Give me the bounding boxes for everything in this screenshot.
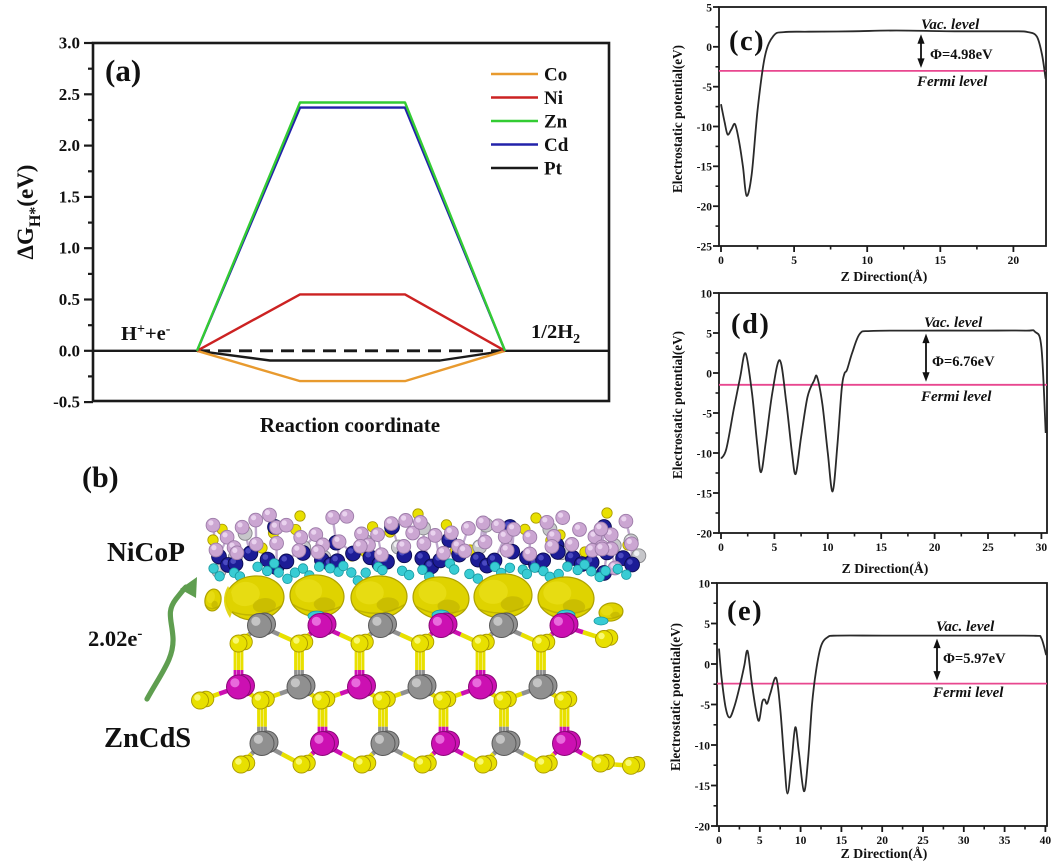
svg-text:NiCoP: NiCoP	[107, 536, 185, 567]
svg-text:20: 20	[1008, 255, 1020, 267]
svg-text:5: 5	[757, 835, 763, 847]
svg-text:Co: Co	[544, 65, 567, 86]
svg-text:40: 40	[1040, 835, 1052, 847]
svg-text:Z Direction(Å): Z Direction(Å)	[841, 269, 928, 285]
svg-text:-0.5: -0.5	[53, 393, 80, 412]
svg-text:Electrostatic potential(eV): Electrostatic potential(eV)	[670, 45, 685, 193]
svg-text:15: 15	[875, 542, 887, 554]
svg-text:-5: -5	[702, 82, 712, 94]
svg-text:Pt: Pt	[544, 159, 563, 180]
svg-text:30: 30	[1036, 542, 1048, 554]
svg-text:1.5: 1.5	[59, 187, 80, 206]
svg-text:0: 0	[706, 368, 712, 380]
svg-text:-15: -15	[697, 488, 713, 500]
svg-text:5: 5	[704, 619, 710, 631]
svg-text:25: 25	[982, 542, 994, 554]
svg-text:(c): (c)	[729, 26, 765, 57]
svg-text:Fermi level: Fermi level	[920, 389, 992, 405]
svg-text:5: 5	[772, 542, 778, 554]
svg-text:-15: -15	[697, 162, 713, 174]
svg-text:20: 20	[929, 542, 941, 554]
svg-text:Φ=5.97eV: Φ=5.97eV	[943, 651, 1006, 667]
svg-text:-10: -10	[695, 740, 711, 752]
svg-text:0.5: 0.5	[59, 290, 80, 309]
svg-text:Vac. level: Vac. level	[921, 17, 980, 33]
svg-text:Z Direction(Å): Z Direction(Å)	[841, 846, 928, 862]
svg-text:-15: -15	[695, 781, 711, 793]
svg-text:Reaction coordinate: Reaction coordinate	[260, 413, 440, 437]
svg-text:2.0: 2.0	[59, 136, 80, 155]
svg-text:Fermi level: Fermi level	[916, 74, 988, 90]
svg-text:ZnCdS: ZnCdS	[104, 723, 191, 754]
svg-text:10: 10	[822, 542, 834, 554]
svg-text:-20: -20	[697, 202, 713, 214]
svg-text:-20: -20	[697, 528, 713, 540]
svg-text:5: 5	[706, 2, 712, 14]
svg-text:25: 25	[917, 835, 929, 847]
svg-text:Vac. level: Vac. level	[924, 315, 983, 331]
svg-text:Electrostatic potential(eV): Electrostatic potential(eV)	[668, 623, 683, 771]
svg-text:10: 10	[795, 835, 807, 847]
svg-text:0: 0	[718, 255, 724, 267]
svg-text:10: 10	[861, 255, 873, 267]
svg-text:-25: -25	[697, 241, 713, 253]
svg-text:0.0: 0.0	[59, 341, 80, 360]
svg-text:-20: -20	[695, 821, 711, 833]
svg-text:Fermi level: Fermi level	[932, 685, 1004, 701]
svg-text:0: 0	[704, 659, 710, 671]
svg-text:20: 20	[876, 835, 888, 847]
svg-text:3.0: 3.0	[59, 34, 80, 53]
svg-text:(b): (b)	[82, 461, 119, 494]
svg-text:H++e-: H++e-	[121, 322, 171, 346]
svg-text:Cd: Cd	[544, 135, 569, 156]
svg-text:Vac. level: Vac. level	[936, 619, 995, 635]
svg-text:15: 15	[836, 835, 848, 847]
svg-text:0: 0	[718, 542, 724, 554]
svg-text:1.0: 1.0	[59, 239, 80, 258]
svg-text:(d): (d)	[731, 309, 770, 340]
svg-text:1/2H2: 1/2H2	[531, 321, 580, 347]
svg-text:-10: -10	[697, 448, 713, 460]
svg-text:0: 0	[716, 835, 722, 847]
svg-text:2.02e-: 2.02e-	[88, 626, 142, 651]
svg-text:2.5: 2.5	[59, 85, 80, 104]
svg-text:(e): (e)	[727, 596, 763, 627]
svg-text:35: 35	[999, 835, 1011, 847]
svg-text:-5: -5	[702, 408, 712, 420]
svg-text:5: 5	[706, 328, 712, 340]
svg-text:Zn: Zn	[544, 112, 568, 133]
svg-text:15: 15	[935, 255, 947, 267]
svg-text:Ni: Ni	[544, 88, 563, 109]
svg-text:-10: -10	[697, 122, 713, 134]
svg-text:-5: -5	[700, 700, 710, 712]
svg-text:10: 10	[699, 578, 711, 590]
svg-text:Electrostatic potential(eV): Electrostatic potential(eV)	[670, 331, 685, 479]
svg-text:(a): (a)	[105, 53, 141, 88]
svg-text:0: 0	[706, 42, 712, 54]
svg-text:Φ=6.76eV: Φ=6.76eV	[932, 354, 995, 370]
svg-text:Φ=4.98eV: Φ=4.98eV	[930, 47, 993, 63]
svg-text:10: 10	[701, 288, 713, 300]
svg-text:30: 30	[958, 835, 970, 847]
svg-text:Z Direction(Å): Z Direction(Å)	[842, 561, 929, 577]
svg-text:5: 5	[791, 255, 797, 267]
